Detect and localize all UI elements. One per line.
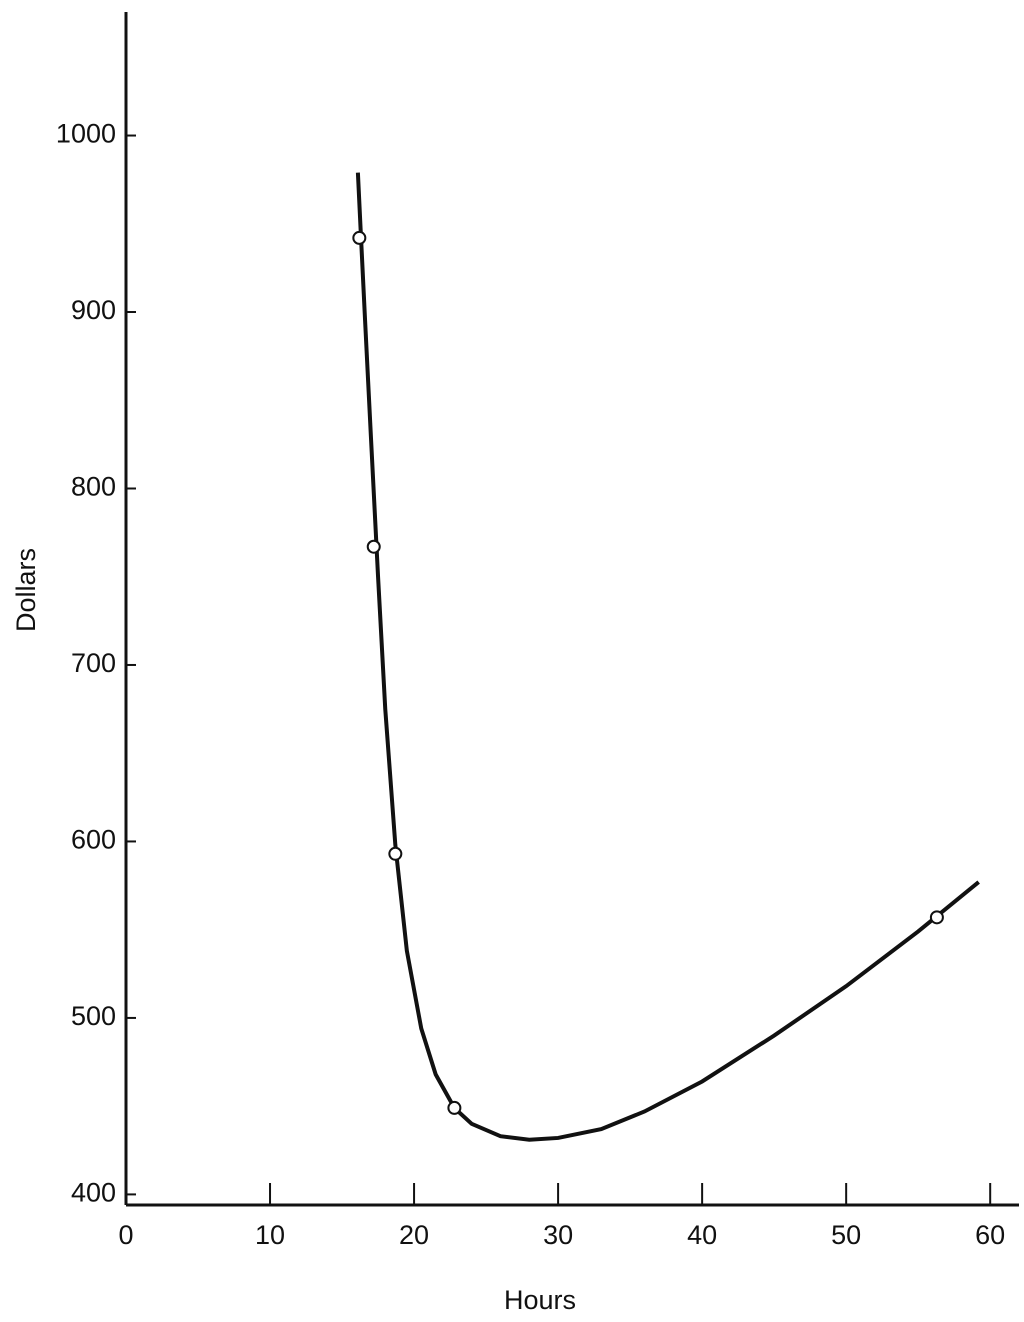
x-tick-label: 60 <box>975 1220 1005 1250</box>
data-point <box>447 1100 462 1115</box>
y-tick-label: 1000 <box>56 119 116 149</box>
data-point <box>366 539 381 554</box>
x-tick-label: 50 <box>831 1220 861 1250</box>
x-tick-label: 10 <box>255 1220 285 1250</box>
x-tick-label: 20 <box>399 1220 429 1250</box>
y-tick-label: 700 <box>71 648 116 678</box>
y-tick-label: 900 <box>71 295 116 325</box>
y-tick-label: 500 <box>71 1001 116 1031</box>
data-point <box>929 910 944 925</box>
data-point <box>352 230 367 245</box>
data-point <box>388 846 403 861</box>
y-axis-label: Dollars <box>11 548 41 632</box>
fitted-curve <box>355 172 980 1142</box>
x-tick-label: 0 <box>118 1220 133 1250</box>
x-tick-label: 30 <box>543 1220 573 1250</box>
x-axis-label: Hours <box>504 1285 576 1315</box>
x-tick-label: 40 <box>687 1220 717 1250</box>
y-tick-label: 800 <box>71 472 116 502</box>
y-tick-label: 400 <box>71 1178 116 1208</box>
y-tick-label: 600 <box>71 825 116 855</box>
